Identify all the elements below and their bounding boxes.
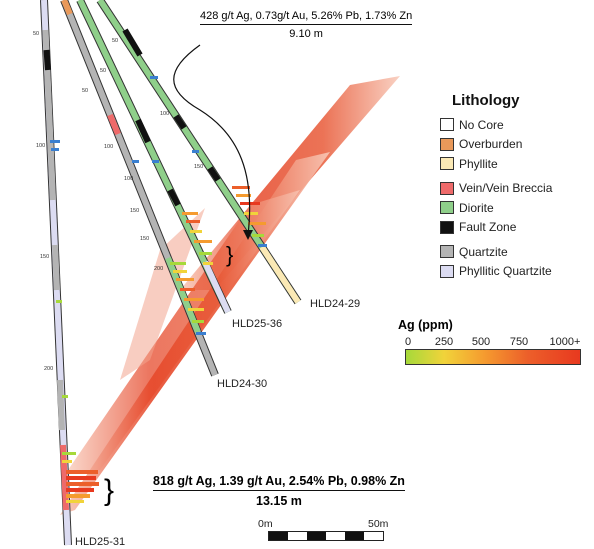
assay-bars-HLD24-30 xyxy=(132,160,206,335)
depth-tick: 150 xyxy=(40,254,49,260)
depth-tick: 200 xyxy=(44,366,53,372)
ag-scale-tick: 1000+ xyxy=(549,336,581,348)
legend-swatch xyxy=(440,245,454,259)
legend-item: Phyllitic Quartzite xyxy=(440,262,590,282)
scale-bar-end-label: 50m xyxy=(368,518,389,530)
depth-ticks: 50 100 150 200 50 100 150 200 50 100 150… xyxy=(33,31,203,372)
vein-zone-lower xyxy=(68,190,300,470)
legend-label: Vein/Vein Breccia xyxy=(459,181,553,196)
ag-scale-tick: 250 xyxy=(434,336,454,348)
scale-segment xyxy=(326,532,345,540)
assay-callout-top: 428 g/t Ag, 0.73g/t Au, 5.26% Pb, 1.73% … xyxy=(200,10,413,40)
depth-tick: 50 xyxy=(33,31,39,37)
ag-scale-tick: 750 xyxy=(509,336,529,348)
depth-tick: 200 xyxy=(154,266,163,272)
legend-label: Phyllite xyxy=(459,156,498,171)
legend-swatch xyxy=(440,264,454,278)
scale-segment xyxy=(269,532,288,540)
legend-label: Phyllitic Quartzite xyxy=(459,264,552,279)
legend-item: Phyllite xyxy=(440,154,590,174)
depth-tick: 100 xyxy=(160,111,169,117)
legend-label: No Core xyxy=(459,117,504,132)
vein-zone-splay xyxy=(120,208,205,380)
scale-segment xyxy=(288,532,307,540)
legend-swatch xyxy=(440,220,454,234)
assay-grade: 818 g/t Ag, 1.39 g/t Au, 2.54% Pb, 0.98%… xyxy=(153,474,405,491)
depth-tick: 150 xyxy=(140,236,149,242)
depth-tick: 50 xyxy=(112,38,118,44)
brace-lower: } xyxy=(104,474,114,507)
depth-tick: 50 xyxy=(82,88,88,94)
legend-label: Quartzite xyxy=(459,244,508,259)
depth-tick: 150 xyxy=(130,208,139,214)
callout-arrow xyxy=(173,44,251,236)
legend-swatch xyxy=(440,201,454,215)
legend-item: Diorite xyxy=(440,198,590,218)
legend-swatch xyxy=(440,157,454,171)
legend-swatch xyxy=(440,118,454,132)
drill-holes xyxy=(40,0,302,546)
depth-tick: 100 xyxy=(124,176,133,182)
assay-width: 13.15 m xyxy=(256,494,302,508)
legend-item: No Core xyxy=(440,115,590,135)
assay-bars-HLD25-31 xyxy=(50,140,99,503)
legend-label: Overburden xyxy=(459,137,523,152)
assay-width: 9.10 m xyxy=(289,28,323,40)
assay-bars-HLD25-36 xyxy=(152,160,213,265)
ag-color-ramp xyxy=(405,349,581,365)
hole-label: HLD25-36 xyxy=(232,318,283,330)
legend-item: Overburden xyxy=(440,135,590,155)
depth-tick: 100 xyxy=(104,144,113,150)
scale-segment xyxy=(364,532,383,540)
depth-tick: 150 xyxy=(194,164,203,170)
assay-grade: 428 g/t Ag, 0.73g/t Au, 5.26% Pb, 1.73% … xyxy=(200,10,413,25)
legend-title: Lithology xyxy=(452,92,520,109)
legend-item: Vein/Vein Breccia xyxy=(440,179,590,199)
legend-swatch xyxy=(440,137,454,151)
lithology-legend: Lithology No Core Overburden Phyllite Ve… xyxy=(440,92,590,281)
drill-hole-HLD24-30 xyxy=(60,0,219,377)
legend-label: Diorite xyxy=(459,200,494,215)
callout-arrowhead xyxy=(243,230,253,240)
legend-item: Quartzite xyxy=(440,242,590,262)
legend-item: Fault Zone xyxy=(440,218,590,238)
ag-scale-title: Ag (ppm) xyxy=(398,318,453,332)
ag-scale-tick: 0 xyxy=(404,336,412,348)
depth-tick: 50 xyxy=(100,68,106,74)
drill-hole-HLD25-31 xyxy=(40,0,72,546)
scale-bar xyxy=(268,531,384,541)
hole-label: HLD24-30 xyxy=(217,378,268,390)
assay-histogram xyxy=(50,76,267,503)
assay-callout-bottom: 818 g/t Ag, 1.39 g/t Au, 2.54% Pb, 0.98%… xyxy=(153,474,405,508)
depth-tick: 100 xyxy=(36,143,45,149)
mineralized-zones xyxy=(60,76,400,515)
hole-label: HLD24-29 xyxy=(310,298,361,310)
legend-swatch xyxy=(440,181,454,195)
scale-segment xyxy=(307,532,326,540)
ag-scale-tick: 500 xyxy=(471,336,491,348)
scale-segment xyxy=(345,532,364,540)
drill-hole-HLD25-36 xyxy=(76,0,232,314)
brace-upper: } xyxy=(226,242,233,267)
legend-label: Fault Zone xyxy=(459,220,517,235)
scale-bar-start-label: 0m xyxy=(258,518,273,530)
hole-label: HLD25-31 xyxy=(75,536,126,548)
